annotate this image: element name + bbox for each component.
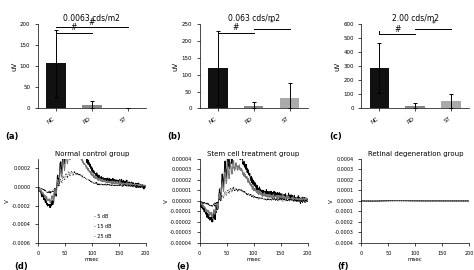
Bar bbox=[405, 106, 425, 109]
Text: (b): (b) bbox=[167, 132, 181, 141]
Text: - 5 dB: - 5 dB bbox=[94, 214, 109, 218]
Text: #: # bbox=[232, 23, 239, 32]
Bar bbox=[82, 105, 102, 109]
Title: Normal control group: Normal control group bbox=[55, 151, 129, 157]
Text: *: * bbox=[270, 19, 273, 28]
Bar bbox=[244, 106, 264, 109]
Bar bbox=[441, 101, 461, 109]
Y-axis label: uV: uV bbox=[335, 62, 340, 71]
Text: (c): (c) bbox=[329, 132, 342, 141]
Title: Retinal degeneration group: Retinal degeneration group bbox=[368, 151, 463, 157]
Text: #: # bbox=[89, 18, 95, 27]
Bar bbox=[46, 63, 66, 109]
Text: *: * bbox=[431, 20, 435, 29]
Text: (e): (e) bbox=[176, 262, 190, 270]
Y-axis label: uV: uV bbox=[173, 62, 179, 71]
Title: 2.00 cds/m2: 2.00 cds/m2 bbox=[392, 13, 439, 22]
Y-axis label: V: V bbox=[328, 199, 334, 203]
Text: (f): (f) bbox=[337, 262, 349, 270]
X-axis label: msec: msec bbox=[408, 257, 423, 262]
Y-axis label: V: V bbox=[164, 199, 169, 203]
Y-axis label: uV: uV bbox=[11, 62, 17, 71]
Title: Stem cell treatment group: Stem cell treatment group bbox=[208, 151, 300, 157]
Text: - 25 dB: - 25 dB bbox=[94, 234, 111, 239]
Bar bbox=[208, 68, 228, 109]
X-axis label: msec: msec bbox=[246, 257, 261, 262]
Text: #: # bbox=[394, 25, 401, 34]
Title: 0.063 cds/m2: 0.063 cds/m2 bbox=[228, 13, 280, 22]
Text: - 15 dB: - 15 dB bbox=[94, 224, 111, 229]
X-axis label: msec: msec bbox=[84, 257, 99, 262]
Y-axis label: V: V bbox=[5, 199, 10, 203]
Title: 0.0063 cds/m2: 0.0063 cds/m2 bbox=[64, 13, 120, 22]
Text: (d): (d) bbox=[14, 262, 28, 270]
Bar bbox=[370, 68, 389, 109]
Text: (a): (a) bbox=[6, 132, 19, 141]
Text: #: # bbox=[71, 23, 77, 32]
Bar bbox=[280, 98, 300, 109]
